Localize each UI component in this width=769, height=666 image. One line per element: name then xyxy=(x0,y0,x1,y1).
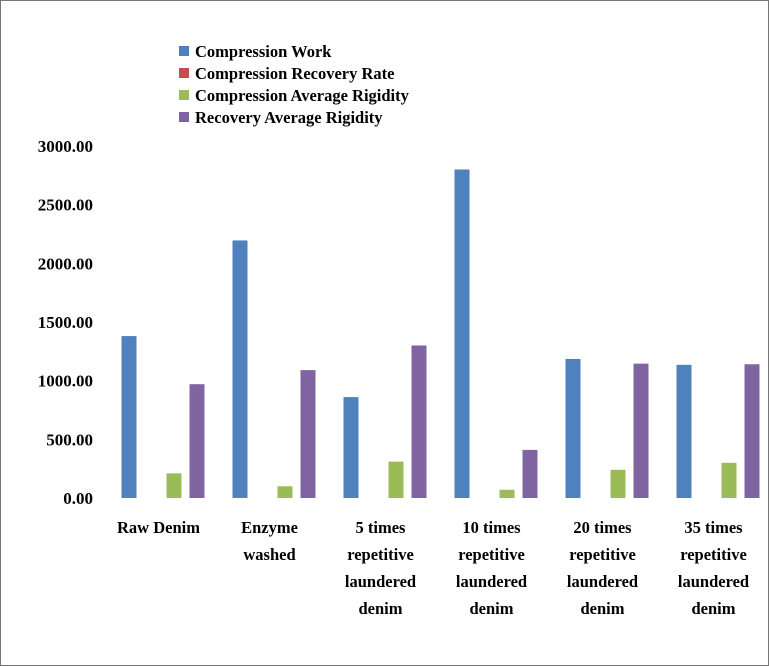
y-tick-label: 2000.00 xyxy=(38,254,93,273)
bar xyxy=(566,359,581,498)
x-category-label: laundered xyxy=(567,572,638,591)
x-category-label: laundered xyxy=(345,572,416,591)
x-category-label: 20 times xyxy=(573,518,632,537)
x-category-label: Raw Denim xyxy=(117,518,200,537)
x-category-label: 35 times xyxy=(684,518,743,537)
bar xyxy=(523,450,538,498)
legend-label: Compression Recovery Rate xyxy=(195,64,394,83)
x-category-label: denim xyxy=(691,599,735,618)
x-category-label: denim xyxy=(358,599,402,618)
bar xyxy=(611,470,626,498)
legend-swatch xyxy=(179,46,189,56)
legend-swatch xyxy=(179,90,189,100)
bar xyxy=(722,463,737,498)
legend: Compression Work Compression Recovery Rat… xyxy=(179,42,410,127)
x-category-label: laundered xyxy=(678,572,749,591)
legend-label: Compression Average Rigidity xyxy=(195,86,410,105)
bar xyxy=(677,365,692,498)
x-category-label: 10 times xyxy=(462,518,521,537)
y-tick-label: 3000.00 xyxy=(38,137,93,156)
x-category-label: 5 times xyxy=(356,518,407,537)
bars xyxy=(122,169,760,498)
bar xyxy=(745,364,760,498)
x-category-label: repetitive xyxy=(458,545,525,564)
legend-label: Compression Work xyxy=(195,42,332,61)
bar xyxy=(344,397,359,498)
bar xyxy=(389,462,404,498)
bar xyxy=(190,384,205,498)
x-category-label: repetitive xyxy=(347,545,414,564)
y-tick-label: 2500.00 xyxy=(38,196,93,215)
x-category-label: repetitive xyxy=(569,545,636,564)
y-axis: 0.00 500.00 1000.00 1500.00 2000.00 2500.00 30… xyxy=(38,137,93,508)
x-category-label: denim xyxy=(580,599,624,618)
bar xyxy=(122,336,137,498)
bar xyxy=(455,169,470,498)
x-category-label: denim xyxy=(469,599,513,618)
legend-label: Recovery Average Rigidity xyxy=(195,108,383,127)
x-category-label: laundered xyxy=(456,572,527,591)
x-category-label: Enzyme xyxy=(241,518,298,537)
bar xyxy=(278,486,293,498)
y-tick-label: 1000.00 xyxy=(38,372,93,391)
bar xyxy=(301,370,316,498)
x-category-label: washed xyxy=(243,545,295,564)
bar xyxy=(634,364,649,498)
bar xyxy=(167,473,182,498)
bar xyxy=(500,490,515,498)
y-tick-label: 0.00 xyxy=(63,489,93,508)
y-tick-label: 500.00 xyxy=(46,430,93,449)
y-tick-label: 1500.00 xyxy=(38,313,93,332)
bar xyxy=(412,345,427,498)
x-axis: Raw Denim Enzyme washed 5 times repetitive la… xyxy=(117,518,749,618)
legend-swatch xyxy=(179,68,189,78)
bar xyxy=(233,240,248,498)
x-category-label: repetitive xyxy=(680,545,747,564)
legend-swatch xyxy=(179,112,189,122)
